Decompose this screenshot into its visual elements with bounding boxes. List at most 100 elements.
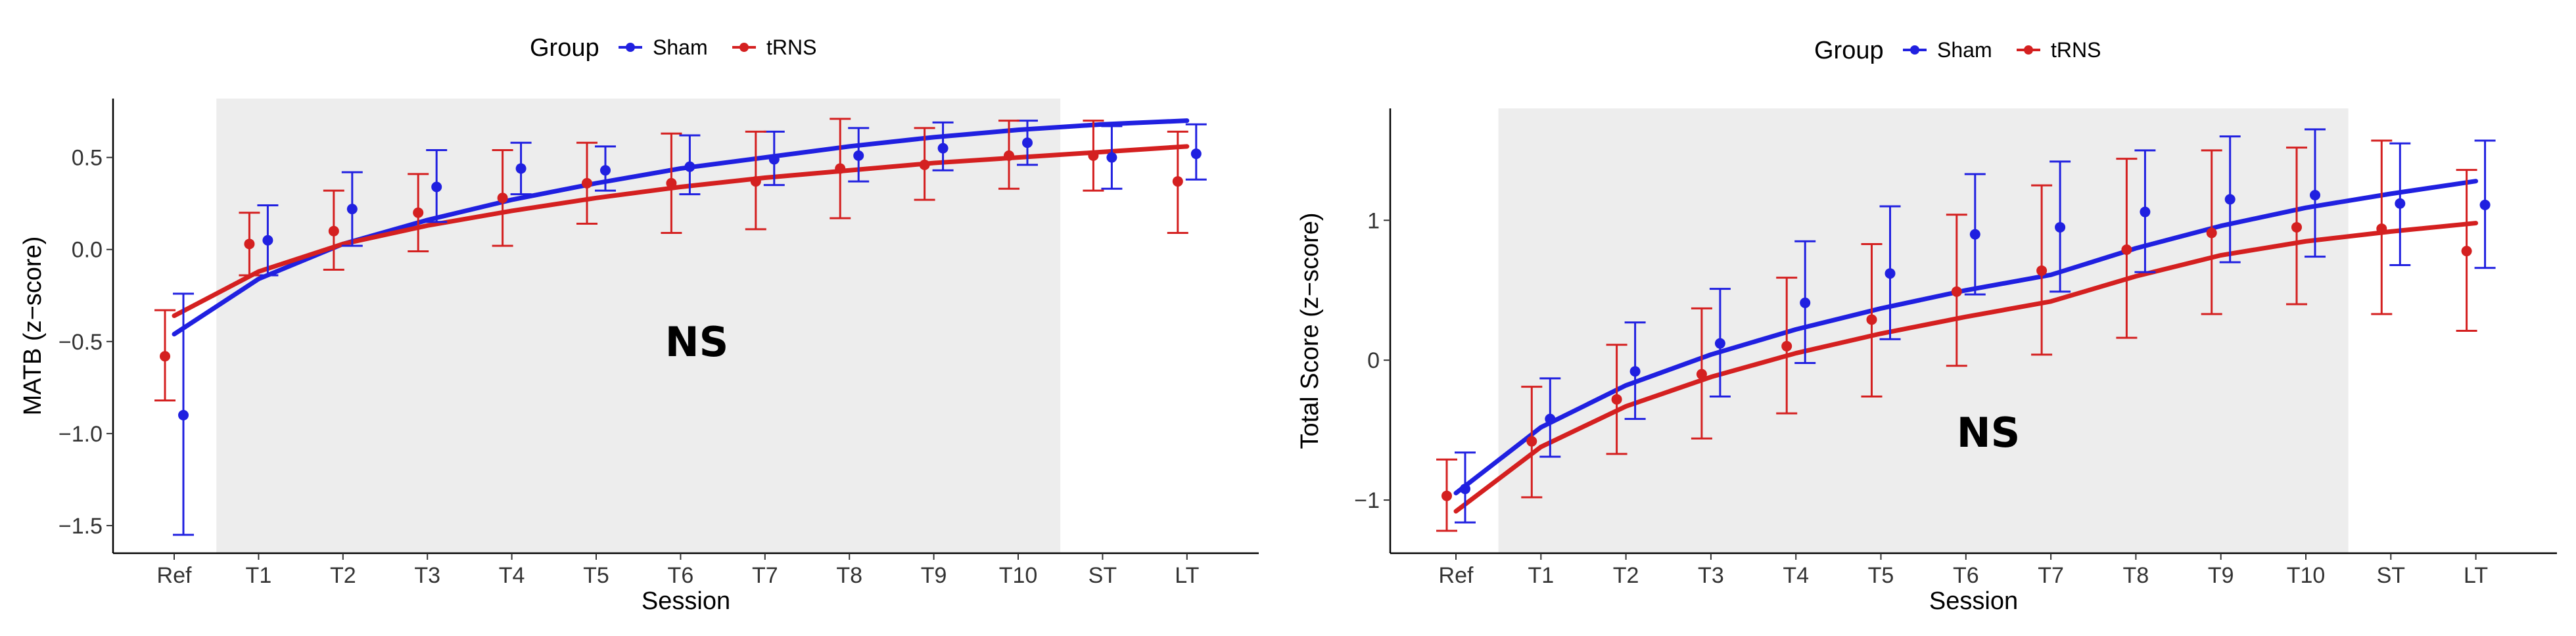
data-point-trns: [835, 163, 846, 174]
chart-panel-1: −1.5 −1.0 −0.5 0.0 0.5 Ref T1 T2 T3 T4 T5 T6 T7 T8 T9 T…: [19, 34, 1259, 615]
fit-curve-sham: [1453, 179, 2479, 495]
x-tick-label: T2: [330, 563, 356, 588]
fit-curve-trns: [172, 144, 1190, 319]
legend-label-sham: Sham: [1937, 38, 1992, 62]
x-tick-label: Ref: [157, 563, 192, 588]
data-point-sham: [1714, 338, 1725, 349]
data-point-sham: [1800, 297, 1811, 308]
data-point-sham: [1022, 137, 1033, 148]
legend-label-trns: tRNS: [766, 35, 816, 59]
x-tick-label: ST: [2377, 563, 2405, 588]
data-point-trns: [2036, 265, 2048, 276]
data-point-sham: [178, 409, 189, 420]
legend-marker-sham: [626, 43, 635, 52]
x-tick-label: T5: [583, 563, 609, 588]
legend: Group Sham tRNS: [530, 34, 816, 62]
x-tick-label: Ref: [1439, 563, 1474, 588]
y-tick-label: −1.5: [59, 514, 103, 539]
data-point-trns: [497, 193, 508, 204]
data-point-trns: [1781, 340, 1792, 352]
data-point-trns: [582, 177, 592, 189]
x-axis-title: Session: [1929, 587, 2018, 615]
y-tick-label: −0.5: [59, 330, 103, 355]
data-point-trns: [1951, 286, 1962, 297]
data-point-trns: [328, 225, 339, 237]
fit-curve-trns: [1453, 221, 2479, 514]
data-point-trns: [2121, 244, 2132, 256]
data-point-trns: [1172, 176, 1183, 187]
data-point-trns: [2206, 227, 2217, 238]
data-point-trns: [919, 159, 930, 170]
data-point-trns: [2376, 223, 2387, 235]
data-point-sham: [1629, 366, 1641, 377]
chart-panel-2: −1 0 1 Ref T1 T2 T3 T4 T5 T6 T7 T8 T9 T10 ST LT Session T…: [1296, 37, 2557, 615]
data-point-trns: [1696, 369, 1707, 380]
data-point-trns: [160, 351, 170, 362]
x-tick-label: T10: [999, 563, 1038, 588]
y-tick-label: 0.0: [72, 238, 103, 263]
data-point-trns: [1611, 394, 1622, 405]
data-point-trns: [666, 177, 677, 189]
legend-title: Group: [1814, 37, 1884, 64]
significance-annotation: NS: [1957, 409, 2021, 457]
data-point-sham: [2479, 199, 2491, 210]
data-point-trns: [1526, 436, 1537, 447]
legend-marker-trns: [739, 43, 749, 52]
legend-marker-sham: [1910, 45, 1919, 55]
x-tick-label: T7: [2038, 563, 2064, 588]
data-point-sham: [768, 154, 780, 165]
data-point-trns: [1866, 314, 1877, 325]
y-tick-label: 0.5: [72, 146, 103, 171]
data-point-sham: [346, 204, 358, 215]
session-shaded-region: [1498, 108, 2349, 553]
data-point-trns: [1441, 490, 1452, 501]
x-tick-label: T2: [1613, 563, 1639, 588]
data-point-sham: [2310, 189, 2320, 200]
y-axis-title: MATB (z−score): [19, 237, 47, 416]
y-tick-label: 0: [1367, 348, 1380, 373]
data-point-sham: [1190, 148, 1202, 160]
data-point-sham: [600, 165, 611, 176]
data-point-sham: [515, 163, 527, 174]
data-point-sham: [262, 235, 273, 246]
x-tick-label: T8: [836, 563, 862, 588]
data-point-sham: [1106, 152, 1117, 163]
x-tick-label: T9: [921, 563, 947, 588]
legend-label-sham: Sham: [653, 35, 708, 59]
y-tick-label: −1.0: [59, 422, 103, 447]
x-tick-label: LT: [1175, 563, 1199, 588]
y-axis-title: Total Score (z−score): [1296, 212, 1324, 449]
data-point-trns: [2461, 246, 2472, 257]
legend-marker-trns: [2024, 45, 2033, 55]
legend: Group Sham tRNS: [1814, 37, 2101, 64]
y-tick-label: −1: [1354, 488, 1380, 513]
data-point-sham: [2140, 206, 2151, 217]
x-tick-label: T1: [1528, 563, 1554, 588]
session-shaded-region: [216, 99, 1061, 553]
data-point-sham: [1460, 484, 1470, 495]
data-point-trns: [2291, 221, 2302, 233]
x-tick-label: T4: [499, 563, 525, 588]
legend-label-trns: tRNS: [2051, 38, 2101, 62]
x-tick-label: T5: [1868, 563, 1894, 588]
data-point-sham: [1545, 413, 1556, 424]
x-tick-label: T3: [1698, 563, 1724, 588]
legend-title: Group: [530, 34, 599, 62]
data-point-trns: [244, 238, 255, 250]
data-point-sham: [2055, 221, 2066, 233]
x-tick-label: T4: [1783, 563, 1809, 588]
data-point-trns: [1004, 150, 1014, 161]
data-point-trns: [750, 176, 761, 187]
x-axis-title: Session: [642, 587, 730, 615]
data-point-sham: [1885, 268, 1896, 279]
x-tick-label: T6: [668, 563, 694, 588]
data-point-sham: [431, 181, 442, 193]
data-point-trns: [413, 207, 424, 218]
data-point-sham: [853, 150, 864, 161]
data-point-sham: [937, 143, 948, 154]
data-point-trns: [1088, 150, 1099, 161]
significance-annotation: NS: [665, 318, 729, 366]
x-tick-label: T6: [1953, 563, 1979, 588]
